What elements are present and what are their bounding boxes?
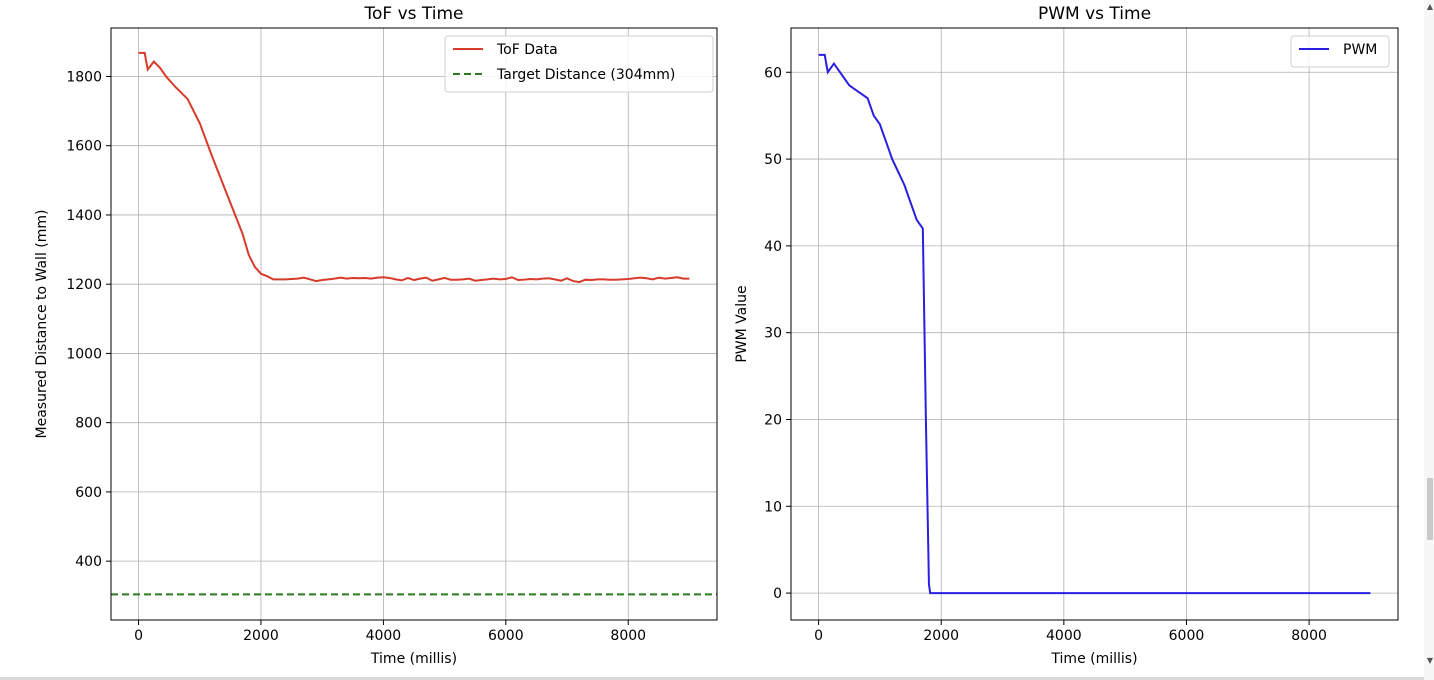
x-axis-label: Time (millis) [370,651,457,667]
x-tick-label: 8000 [1291,628,1327,644]
legend: PWM [1290,35,1390,68]
y-tick-label: 1800 [66,69,102,85]
y-tick-label: 60 [764,65,782,81]
chart-2: 0 2000 4000 6000 8000 0 10 20 30 40 50 60 PWM vs Tim… [734,4,1399,667]
legend-box [444,35,714,93]
y-axis-label: Measured Distance to Wall (mm) [34,210,50,439]
plot-frame [790,27,1399,621]
bottom-divider [0,677,1424,680]
chart-1: 0 2000 4000 6000 8000 400 600 800 1000 1200 1400 16… [34,4,718,667]
chart-title: PWM vs Time [1038,4,1151,24]
legend: ToF Data Target Distance (304mm) [444,35,714,93]
x-tick-label: 4000 [366,628,402,644]
x-tick-label: 2000 [923,628,959,644]
y-tick-label: 800 [75,416,102,432]
y-tick-label: 600 [75,485,102,501]
series-line-1 [138,51,690,284]
plot-frame [110,27,718,621]
vertical-scrollbar[interactable]: ▲ ▼ [1424,0,1434,680]
legend-label: PWM [1343,42,1377,58]
series-line-1 [818,53,1371,595]
scroll-thumb[interactable] [1427,478,1433,540]
y-tick-label: 0 [773,586,782,602]
chart-title: ToF vs Time [363,4,463,24]
x-tick-label: 8000 [610,628,646,644]
legend-label: Target Distance (304mm) [496,67,675,83]
x-tick-label: 6000 [488,628,524,644]
y-axis-label: PWM Value [734,285,750,362]
y-tick-label: 400 [75,554,102,570]
y-tick-label: 1200 [66,277,102,293]
y-tick-label: 1000 [66,346,102,362]
x-tick-label: 4000 [1046,628,1082,644]
y-tick-label: 30 [764,326,782,342]
y-tick-label: 1600 [66,139,102,155]
x-tick-label: 0 [134,628,143,644]
x-tick-label: 6000 [1169,628,1205,644]
scroll-up-arrow-icon[interactable]: ▲ [1426,2,1434,11]
x-tick-label: 2000 [243,628,279,644]
y-tick-label: 10 [764,499,782,515]
x-tick-label: 0 [814,628,823,644]
legend-box [1290,35,1390,68]
legend-label: ToF Data [496,42,558,58]
scroll-down-arrow-icon[interactable]: ▼ [1426,656,1434,665]
y-tick-label: 50 [764,152,782,168]
x-axis-label: Time (millis) [1050,651,1137,667]
y-tick-label: 20 [764,412,782,428]
y-tick-label: 1400 [66,208,102,224]
y-tick-label: 40 [764,239,782,255]
